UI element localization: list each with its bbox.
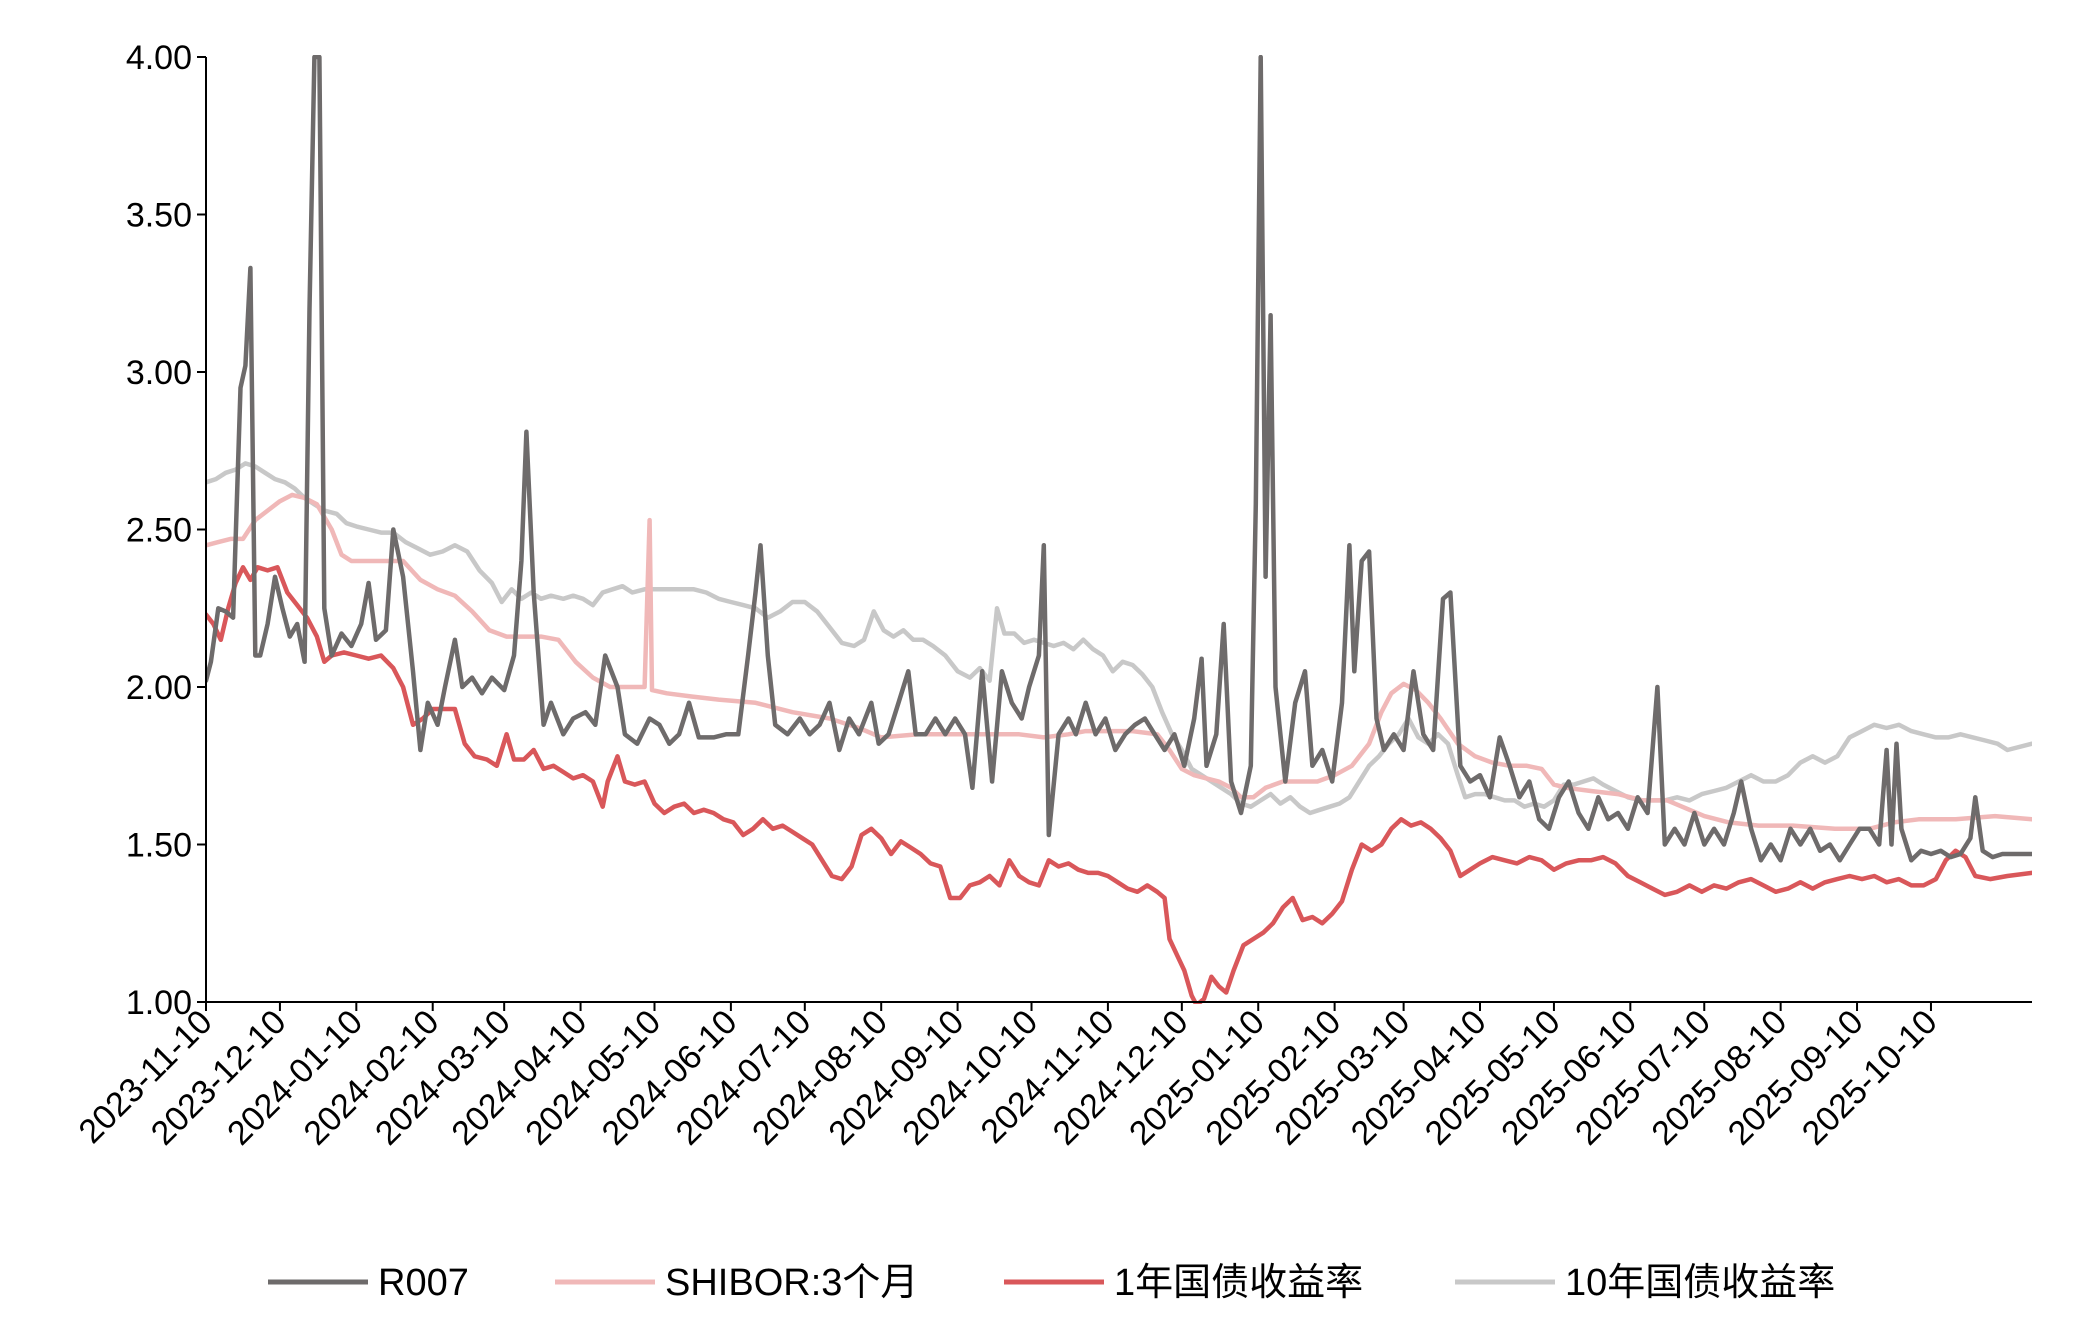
x-axis-ticks: 2023-11-102023-12-102024-01-102024-02-10… xyxy=(72,1002,1945,1153)
legend-label-r007: R007 xyxy=(378,1262,469,1304)
legend-label-1: 1年国债收益率 xyxy=(1114,1262,1363,1304)
series-line-r007 xyxy=(206,55,2032,863)
y-axis-ticks: 1.00 1.50 2.00 2.50 3.00 3.50 4.00 xyxy=(126,39,206,1022)
y-tick-label: 4.00 xyxy=(126,39,192,77)
legend: R007 SHIBOR:3个月 1年国债收益率 10年国债收益率 xyxy=(268,1262,1835,1304)
y-tick-label: 2.50 xyxy=(126,512,192,550)
series-line-1 xyxy=(206,565,2032,1004)
y-tick-label: 3.00 xyxy=(126,354,192,392)
axes xyxy=(205,57,2032,1003)
y-tick-label: 3.50 xyxy=(126,197,192,235)
legend-label-shibor-3: SHIBOR:3个月 xyxy=(665,1262,918,1304)
series-line-10 xyxy=(206,461,2032,816)
plot-lines xyxy=(206,55,2032,1004)
y-tick-label: 1.00 xyxy=(126,984,192,1022)
legend-label-10: 10年国债收益率 xyxy=(1565,1262,1835,1304)
y-tick-label: 1.50 xyxy=(126,827,192,865)
y-tick-label: 2.00 xyxy=(126,669,192,707)
